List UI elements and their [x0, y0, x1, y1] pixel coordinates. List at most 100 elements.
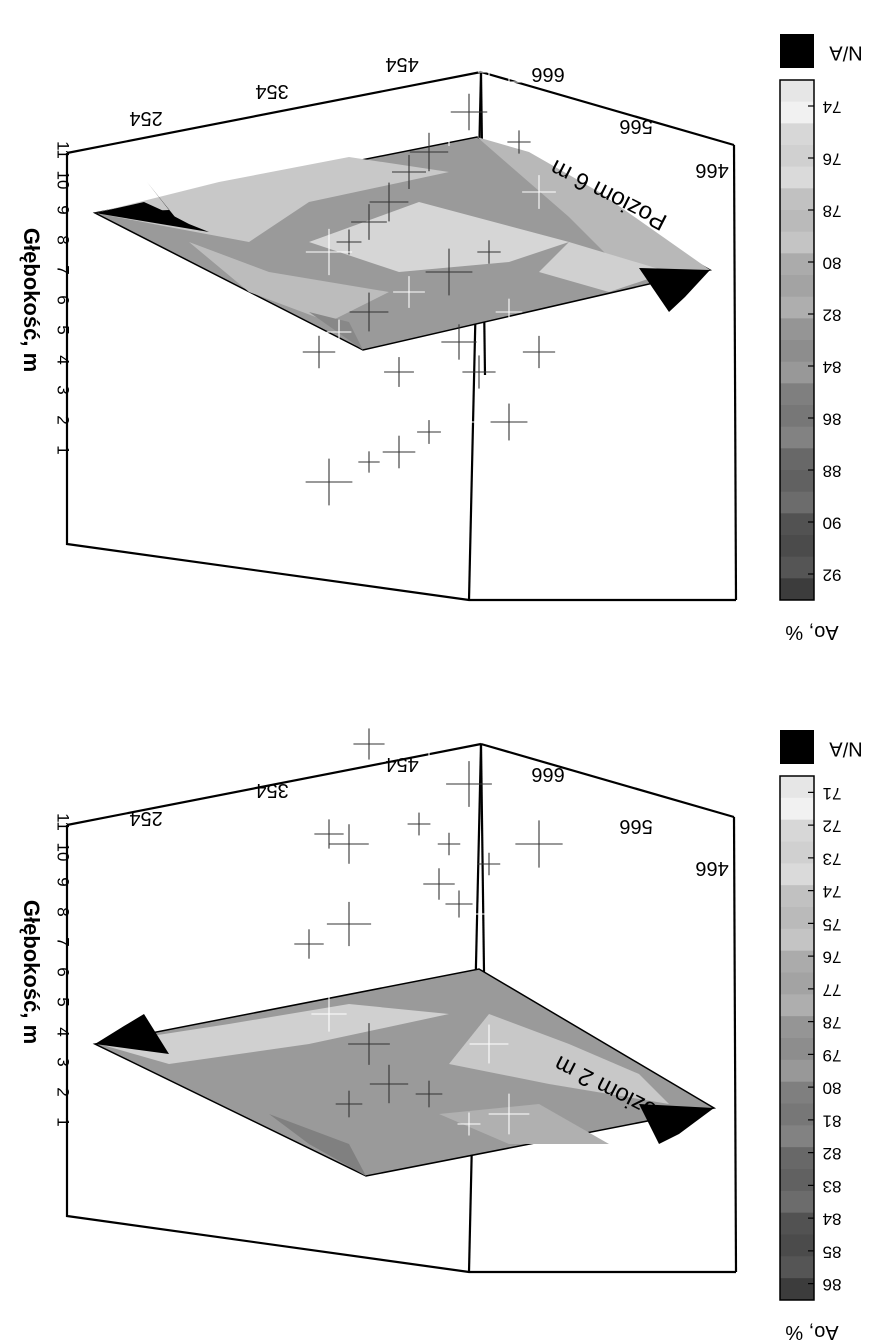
depth-tick: 4	[54, 355, 73, 364]
sample-marker	[326, 901, 372, 947]
x-tick: 354	[255, 779, 288, 801]
colorbar-band	[780, 1169, 814, 1192]
sample-marker	[507, 130, 531, 154]
sample-marker	[393, 276, 425, 308]
colorbar-ticks: 71 72 73 74 75 76 77 78 79 80 81 82 83 84 85 86	[808, 784, 841, 1294]
sample-marker	[492, 65, 526, 99]
colorbar-tick-label: 86	[823, 410, 842, 429]
colorbar-band	[780, 405, 814, 428]
sample-marker	[311, 996, 347, 1032]
colorbar-band	[780, 470, 814, 493]
colorbar-band	[780, 318, 814, 341]
colorbar-band	[780, 885, 814, 908]
depth-axis: Głębokość, m 1 2 3 4 5 6 7 8 9 10 11	[19, 141, 73, 455]
colorbar-band	[780, 448, 814, 471]
colorbar-band	[780, 819, 814, 842]
colorbar-gradient	[780, 80, 814, 601]
sample-marker	[411, 746, 447, 782]
sample-marker	[437, 832, 461, 856]
colorbar-band	[780, 491, 814, 514]
colorbar-band	[780, 426, 814, 449]
colorbar-band	[780, 928, 814, 952]
depth-tick: 10	[54, 843, 73, 862]
sample-marker	[358, 451, 380, 473]
colorbar-band	[780, 972, 814, 995]
depth-tick: 4	[54, 1027, 73, 1036]
surface-plane	[92, 136, 713, 351]
sample-marker	[445, 890, 473, 918]
sample-marker	[409, 132, 449, 172]
depth-tick: 8	[54, 907, 73, 916]
sample-marker	[387, 852, 431, 896]
colorbar-band	[780, 797, 814, 821]
sample-markers	[302, 60, 556, 506]
sample-marker	[477, 240, 501, 264]
colorbar-band	[780, 841, 814, 864]
depth-tick-labels: 1 2 3 4 5 6 7 8 9 10 11	[54, 141, 73, 455]
depth-tick: 11	[54, 813, 73, 831]
sample-marker	[416, 349, 442, 375]
colorbar-tick-label: 72	[823, 817, 842, 836]
sample-marker	[522, 175, 556, 209]
colorbar-band	[780, 776, 814, 799]
colorbar-band	[780, 340, 814, 363]
colorbar-tick-label: 78	[823, 202, 842, 221]
depth-tick: 2	[54, 415, 73, 424]
sample-marker	[441, 324, 477, 360]
colorbar-tick-label: 79	[823, 1046, 842, 1065]
colorbar-band	[780, 1103, 814, 1126]
colorbar-band	[780, 361, 814, 384]
depth-tick: 6	[54, 295, 73, 304]
colorbar-tick-label: 74	[823, 882, 842, 901]
sample-marker	[348, 1023, 390, 1065]
sample-marker	[294, 929, 324, 959]
colorbar-band	[780, 578, 814, 601]
colorbar-tick-label: 76	[823, 150, 842, 169]
colorbar-band	[780, 994, 814, 1017]
depth-axis-label: Głębokość, m	[19, 900, 44, 1044]
colorbar-band	[780, 950, 814, 973]
sample-marker	[329, 824, 369, 864]
colorbar-tick-label: 92	[823, 566, 842, 585]
sample-marker	[518, 923, 560, 965]
colorbar: N/A 74 76 78 80 82 84 86 88 90 92 Ao, %	[779, 34, 863, 643]
sample-marker	[407, 812, 431, 836]
colorbar-band	[780, 296, 814, 319]
colorbar-band	[780, 1212, 814, 1235]
colorbar-tick-label: 85	[823, 1242, 842, 1261]
colorbar-band	[780, 1038, 814, 1061]
depth-tick: 6	[54, 967, 73, 976]
sample-marker	[457, 1112, 481, 1136]
sample-marker	[462, 355, 496, 389]
sample-marker	[493, 788, 525, 820]
depth-axis-label: Głębokość, m	[19, 228, 44, 372]
na-swatch	[780, 730, 814, 764]
depth-tick-labels: 1 2 3 4 5 6 7 8 9 10 11	[54, 813, 73, 1127]
y-axis-ticks: 666 566 466	[531, 63, 728, 181]
x-tick: 354	[255, 80, 288, 102]
depth-tick: 7	[54, 937, 73, 946]
sample-markers	[266, 728, 563, 1136]
sample-marker	[366, 781, 412, 827]
colorbar-band	[780, 188, 814, 211]
sample-marker	[384, 357, 414, 387]
sample-marker	[302, 335, 336, 369]
colorbar-band	[780, 145, 814, 168]
colorbar-band	[780, 556, 814, 579]
sample-marker	[305, 228, 353, 276]
sample-marker	[357, 852, 381, 876]
y-tick: 666	[531, 763, 564, 785]
depth-tick: 10	[54, 171, 73, 190]
depth-tick: 1	[54, 445, 73, 454]
sample-marker	[357, 380, 381, 404]
colorbar-band	[780, 1081, 814, 1104]
depth-tick: 5	[54, 997, 73, 1006]
colorbar-band	[780, 1278, 814, 1301]
colorbar-unit-label: Ao, %	[785, 621, 839, 643]
colorbar-tick-label: 80	[823, 254, 842, 273]
sample-marker	[423, 868, 455, 900]
y-tick: 466	[695, 857, 728, 879]
sample-marker	[477, 852, 501, 876]
colorbar-tick-label: 73	[823, 849, 842, 868]
